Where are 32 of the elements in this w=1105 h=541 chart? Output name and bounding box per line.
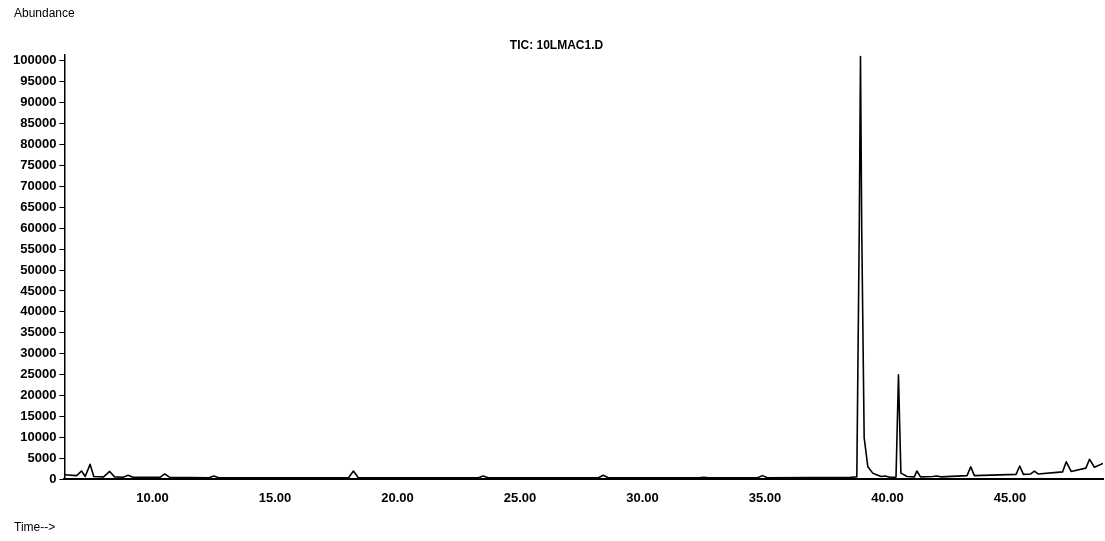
y-tick-label: 100000 — [12, 52, 57, 68]
x-tick-label: 10.00 — [136, 489, 169, 505]
y-tick-label: 5000 — [27, 450, 57, 466]
x-tick-label: 15.00 — [258, 489, 292, 505]
y-tick-label: 40000 — [20, 303, 57, 319]
y-tick-label: 45000 — [20, 282, 57, 298]
y-tick-label: 80000 — [20, 136, 57, 151]
y-tick-label: 75000 — [20, 156, 57, 172]
x-tick-label: 20.00 — [381, 489, 414, 505]
x-tick-label: 25.00 — [503, 489, 537, 505]
y-tick-label: 85000 — [20, 115, 57, 131]
y-tick-label: 20000 — [20, 387, 57, 403]
y-tick-label: 25000 — [20, 366, 57, 382]
x-tick-label: 30.00 — [626, 489, 659, 505]
y-tick-label: 95000 — [20, 73, 57, 89]
x-tick-label: 45.00 — [993, 489, 1027, 505]
y-tick-label: 35000 — [20, 324, 57, 340]
y-tick-label: 65000 — [20, 198, 57, 214]
y-tick-label: 70000 — [20, 177, 57, 193]
y-tick-label: 15000 — [20, 408, 57, 424]
y-tick-label: 90000 — [20, 94, 57, 110]
y-tick-label: 0 — [49, 470, 57, 486]
chart-title: TIC: 10LMAC1.D — [509, 37, 604, 52]
y-tick-label: 50000 — [20, 261, 57, 277]
y-tick-label: 10000 — [20, 429, 57, 445]
x-tick-label: 40.00 — [871, 489, 904, 505]
y-tick-label: 60000 — [20, 219, 57, 235]
y-axis-title: Abundance — [14, 6, 75, 20]
x-tick-label: 35.00 — [748, 489, 782, 505]
y-tick-label: 30000 — [20, 345, 57, 361]
x-axis-title: Time--> — [14, 520, 56, 534]
y-tick-label: 55000 — [20, 240, 57, 256]
